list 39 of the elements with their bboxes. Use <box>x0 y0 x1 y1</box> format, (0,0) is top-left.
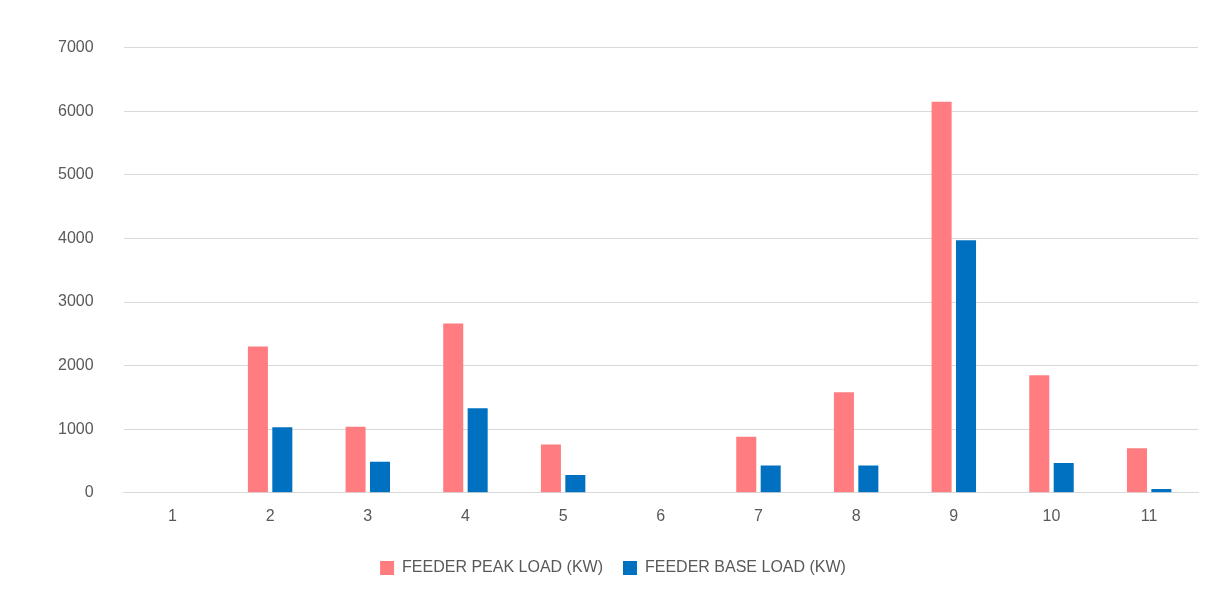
legend-label: FEEDER BASE LOAD (KW) <box>645 558 846 576</box>
x-tick-label: 11 <box>1140 506 1158 524</box>
bar <box>1151 488 1172 493</box>
bar <box>345 426 366 493</box>
bar <box>956 240 977 493</box>
x-tick-label: 4 <box>461 506 470 524</box>
x-tick-label: 7 <box>754 506 764 524</box>
bar <box>1126 448 1147 493</box>
bar <box>247 346 268 493</box>
x-tick-label: 6 <box>656 506 666 524</box>
y-tick-label: 4000 <box>58 228 94 246</box>
y-tick-label: 3000 <box>58 292 94 310</box>
x-tick-label: 3 <box>363 506 373 524</box>
x-tick-label: 5 <box>558 506 568 524</box>
bar <box>833 392 854 493</box>
x-tick-label: 2 <box>265 506 275 524</box>
y-tick-label: 5000 <box>58 165 94 183</box>
y-tick-label: 6000 <box>58 101 94 119</box>
bar <box>1053 462 1074 493</box>
x-tick-label: 9 <box>949 506 959 524</box>
bar <box>540 444 561 493</box>
x-tick-label: 8 <box>851 506 861 524</box>
x-tick-label: 1 <box>167 506 177 524</box>
legend-label: FEEDER PEAK LOAD (KW) <box>402 558 603 576</box>
bar <box>467 408 488 493</box>
x-tick-label: 10 <box>1042 506 1061 524</box>
bar <box>760 465 781 493</box>
y-tick-label: 0 <box>84 483 94 501</box>
y-tick-label: 1000 <box>58 419 94 437</box>
y-tick-label: 2000 <box>58 356 94 374</box>
bar <box>272 427 293 493</box>
bar <box>858 465 879 493</box>
bar <box>736 436 757 493</box>
bar <box>443 323 464 493</box>
bar <box>565 474 586 493</box>
bar <box>1029 375 1050 493</box>
bar <box>369 461 390 493</box>
y-tick-label: 7000 <box>58 38 94 56</box>
bar <box>931 101 952 493</box>
